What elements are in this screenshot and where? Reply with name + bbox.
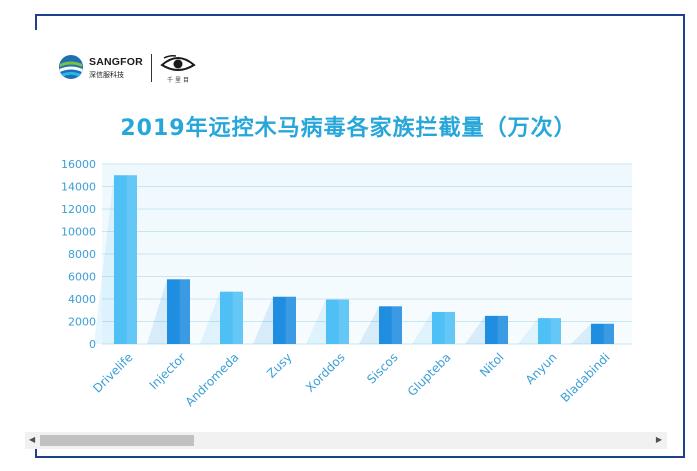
bar-glupteba xyxy=(432,311,455,344)
x-tick-label: Siscos xyxy=(364,350,400,386)
y-tick-label: 0 xyxy=(89,338,96,351)
bar-andromeda xyxy=(220,291,243,344)
bar-xorddos xyxy=(326,299,349,344)
bar-shadow xyxy=(571,323,591,344)
scroll-left-arrow-icon[interactable]: ◀ xyxy=(29,435,36,444)
bar-highlight xyxy=(550,318,561,344)
y-tick-label: 12000 xyxy=(61,203,96,216)
x-tick-label: Andromeda xyxy=(183,350,242,409)
chart-frame xyxy=(35,14,685,458)
bar-highlight xyxy=(232,291,243,344)
frame-corner-bottom xyxy=(35,448,37,458)
bar-drivelife xyxy=(114,175,137,344)
bar-highlight xyxy=(126,175,137,344)
horizontal-scrollbar[interactable]: ◀ ▶ xyxy=(25,432,667,449)
y-tick-label: 6000 xyxy=(68,271,96,284)
bar-highlight xyxy=(179,279,190,344)
bar-shadow xyxy=(306,299,326,344)
bar-shadow xyxy=(200,291,220,344)
bar-shadow xyxy=(94,175,114,344)
frame-corner-top xyxy=(35,14,37,30)
scroll-thumb[interactable] xyxy=(40,435,194,446)
x-tick-label: Drivelife xyxy=(90,350,135,395)
bar-siscos xyxy=(379,306,402,344)
x-tick-label: Zusy xyxy=(264,350,295,381)
bar-highlight xyxy=(603,323,614,344)
logo-divider xyxy=(151,54,152,82)
bar-zusy xyxy=(273,296,296,344)
bar-highlight xyxy=(444,311,455,344)
x-tick-label: Injector xyxy=(147,350,189,392)
y-tick-label: 2000 xyxy=(68,316,96,329)
brand-name: SANGFOR xyxy=(89,56,143,68)
bar-nitol xyxy=(485,315,508,344)
bar-highlight xyxy=(338,299,349,344)
y-tick-label: 10000 xyxy=(61,226,96,239)
x-tick-label: Xorddos xyxy=(303,350,348,395)
logo-area: SANGFOR 深信服科技 千里目 xyxy=(58,52,218,86)
bar-highlight xyxy=(285,296,296,344)
sangfor-globe-icon xyxy=(59,55,83,79)
bar-anyun xyxy=(538,318,561,344)
y-tick-label: 4000 xyxy=(68,293,96,306)
y-tick-label: 14000 xyxy=(61,181,96,194)
bar-shadow xyxy=(465,315,485,344)
bar-shadow xyxy=(253,296,273,344)
bar-shadow xyxy=(412,311,432,344)
x-tick-label: Bladabindi xyxy=(558,350,613,405)
y-tick-label: 16000 xyxy=(61,158,96,171)
chart-title: 2019年远控木马病毒各家族拦截量（万次） xyxy=(120,116,577,141)
scroll-right-arrow-icon[interactable]: ▶ xyxy=(655,435,662,444)
eye-logo-icon xyxy=(160,55,196,71)
eye-logo-text: 千里目 xyxy=(167,77,192,84)
bar-shadow xyxy=(359,306,379,344)
y-tick-label: 8000 xyxy=(68,248,96,261)
x-tick-label: Glupteba xyxy=(405,350,454,399)
x-tick-label: Anyun xyxy=(523,350,560,387)
x-tick-label: Nitol xyxy=(477,350,506,379)
brand-subtitle: 深信服科技 xyxy=(89,71,124,79)
bar-shadow xyxy=(518,318,538,344)
bar-bladabindi xyxy=(591,323,614,344)
bar-highlight xyxy=(391,306,402,344)
bar-shadow xyxy=(147,279,167,344)
bar-highlight xyxy=(497,315,508,344)
bar-injector xyxy=(167,279,190,344)
